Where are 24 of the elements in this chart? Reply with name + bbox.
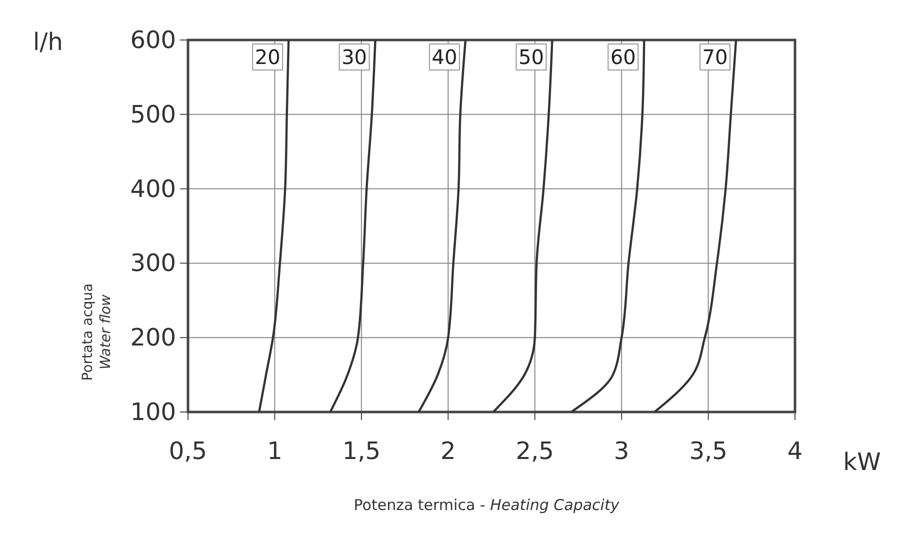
line-series: [258, 38, 290, 414]
line-series: [418, 38, 467, 414]
y-tick-label: 400: [130, 174, 176, 203]
x-tick-label: 2: [440, 437, 456, 465]
line-series: [492, 38, 554, 414]
line-series: [570, 38, 646, 414]
x-tick-label: 4: [787, 437, 803, 465]
y-axis-title: Portata acqua Water flow: [80, 283, 114, 381]
y-tick-label: 500: [130, 100, 176, 128]
y-tick-label: 200: [130, 324, 176, 352]
text: kW: [843, 448, 881, 476]
x-tick-label: 1: [267, 437, 282, 465]
x-axis-title: Potenza termica - Heating Capacity: [354, 496, 620, 514]
x-tick-label: 2,5: [516, 437, 554, 465]
line-series: [653, 38, 738, 414]
line-series: [329, 38, 376, 414]
y-tick-label: 100: [130, 398, 176, 426]
x-tick-label: 3,5: [689, 437, 728, 465]
x-tick-label: 1,5: [342, 437, 381, 465]
text: l/h: [33, 28, 63, 56]
x-tick-label: 0,5: [168, 437, 208, 465]
x-tick-label: 3: [614, 437, 630, 465]
y-tick-label: 300: [130, 249, 176, 278]
y-tick-label: 600: [130, 26, 176, 54]
